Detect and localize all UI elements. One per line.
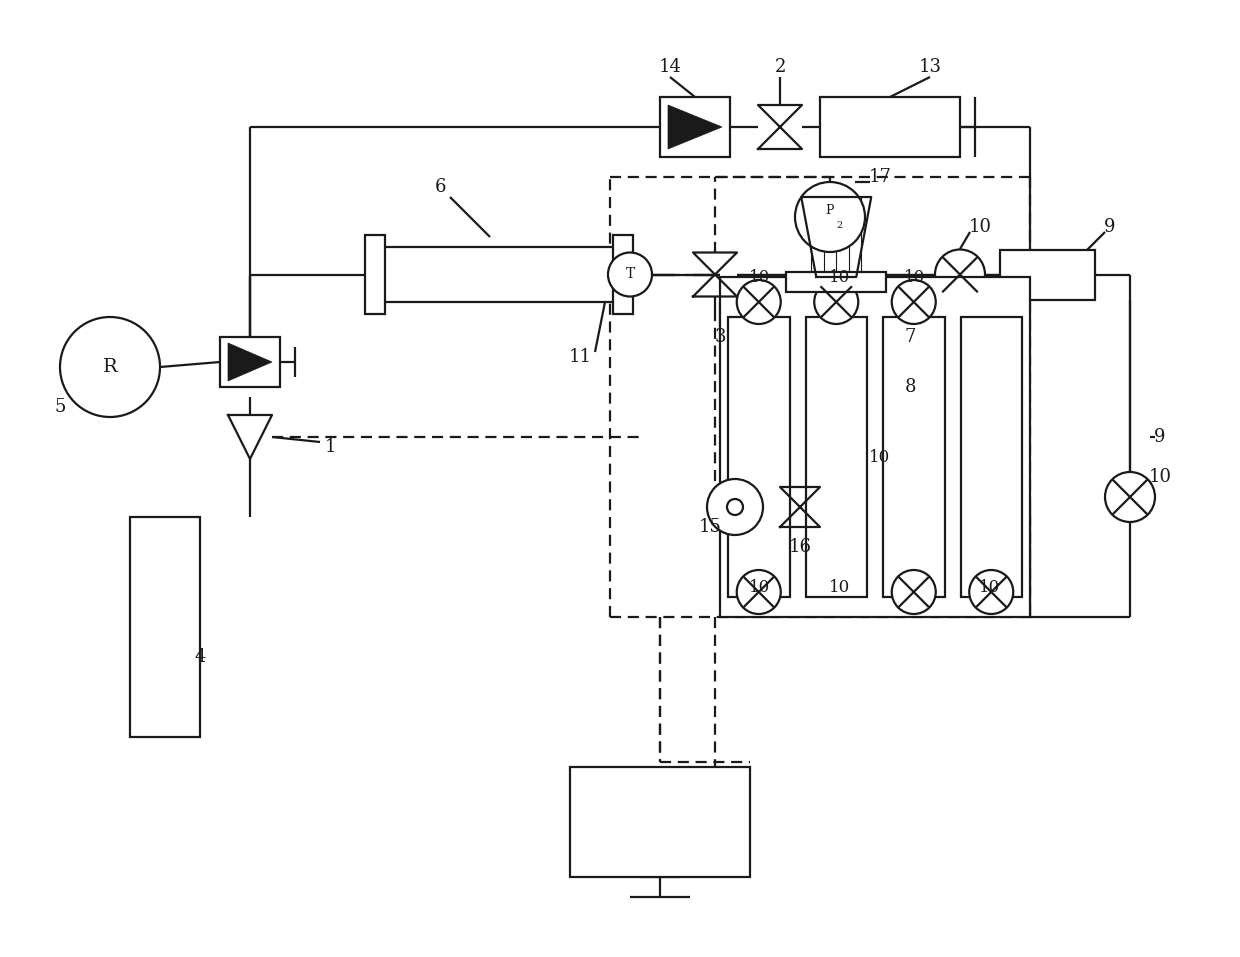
Circle shape [60, 317, 160, 417]
Text: 10: 10 [830, 578, 851, 595]
Text: 1: 1 [324, 438, 336, 456]
Text: 7: 7 [904, 328, 915, 346]
Bar [219, 337, 280, 387]
Text: 9: 9 [1105, 218, 1116, 236]
Text: 14: 14 [658, 58, 682, 76]
Text: 8: 8 [904, 378, 916, 396]
Bar [999, 250, 1095, 300]
Text: 10: 10 [749, 269, 770, 285]
Bar [806, 317, 867, 597]
Circle shape [892, 280, 936, 324]
Text: 10: 10 [1148, 468, 1172, 486]
Text: 16: 16 [789, 538, 811, 556]
Text: R: R [103, 358, 118, 376]
Text: 2: 2 [836, 220, 842, 230]
Text: 2: 2 [774, 58, 786, 76]
Circle shape [935, 250, 985, 300]
Text: 10: 10 [749, 578, 770, 595]
Bar [379, 247, 620, 302]
Bar [613, 235, 632, 314]
Text: 13: 13 [919, 58, 941, 76]
Circle shape [727, 499, 743, 515]
Bar [961, 317, 1022, 597]
Bar [130, 517, 200, 737]
Bar [820, 97, 960, 157]
Circle shape [815, 280, 858, 324]
Polygon shape [228, 343, 272, 381]
Bar [365, 235, 384, 314]
Text: 9: 9 [1154, 428, 1166, 446]
Text: 10: 10 [830, 269, 851, 285]
Text: 11: 11 [568, 348, 591, 366]
Circle shape [608, 253, 652, 297]
Text: 4: 4 [195, 648, 206, 666]
Text: 10: 10 [904, 269, 925, 285]
Text: 6: 6 [434, 178, 445, 196]
Circle shape [795, 182, 866, 252]
Circle shape [1105, 472, 1154, 522]
Text: 5: 5 [55, 398, 66, 416]
Text: 10: 10 [869, 449, 890, 465]
Bar [883, 317, 945, 597]
Text: T: T [625, 268, 635, 281]
Bar [660, 97, 730, 157]
Polygon shape [668, 105, 722, 149]
Text: 3: 3 [714, 328, 725, 346]
Text: 10: 10 [980, 578, 1001, 595]
Circle shape [970, 570, 1013, 614]
Circle shape [737, 280, 781, 324]
Text: 10: 10 [968, 218, 992, 236]
Bar [728, 317, 790, 597]
Text: 15: 15 [698, 518, 722, 536]
Text: P: P [826, 205, 835, 217]
Bar [720, 277, 1030, 617]
Bar [570, 767, 750, 877]
Circle shape [707, 479, 763, 535]
Circle shape [737, 570, 781, 614]
Bar [786, 272, 887, 292]
Text: 17: 17 [868, 168, 892, 186]
Circle shape [892, 570, 936, 614]
